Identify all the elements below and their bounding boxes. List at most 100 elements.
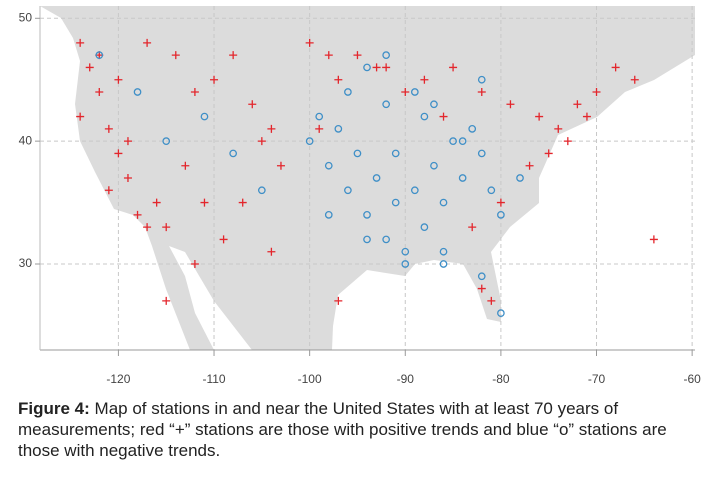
plus-station [334, 75, 343, 84]
plus-station [152, 198, 161, 207]
circle-station [200, 112, 209, 121]
x-tick-label: -120 [106, 372, 130, 386]
circle-station [458, 137, 467, 145]
circle-station [477, 75, 486, 84]
plus-station [496, 198, 505, 207]
plus-station [210, 75, 219, 84]
plus-station [544, 149, 553, 158]
circle-station [487, 186, 496, 195]
x-tick-label: -100 [298, 372, 322, 386]
circle-station [477, 149, 486, 158]
circle-station [344, 88, 352, 96]
circle-station [382, 100, 390, 109]
plus-station [123, 174, 132, 182]
plus-station [420, 75, 429, 84]
plus-station [267, 124, 276, 133]
circle-station [363, 235, 371, 244]
plus-station [468, 223, 477, 232]
plus-station [439, 112, 448, 121]
plus-station [190, 88, 199, 96]
circle-station [497, 211, 505, 219]
x-tick-label: -90 [397, 372, 415, 386]
circle-station [334, 125, 343, 133]
plus-station [190, 260, 199, 268]
caption-label: Figure 4: [18, 399, 90, 418]
caption: Figure 4: Map of stations in and near th… [18, 398, 712, 461]
y-tick-label: 50 [19, 10, 33, 24]
plus-station [611, 63, 620, 72]
plus-station [324, 51, 333, 60]
plus-station [257, 137, 266, 146]
circle-station [324, 211, 333, 219]
plus-station [535, 112, 544, 121]
circle-station [420, 223, 429, 231]
plus-station [171, 51, 180, 60]
plus-station [401, 88, 410, 96]
circle-station [458, 174, 467, 182]
plus-station [525, 161, 534, 170]
plus-station [181, 161, 190, 170]
circle-station [363, 211, 371, 219]
y-tick-label: 40 [19, 133, 33, 147]
x-tick-label: -60 [683, 372, 701, 386]
circle-station [410, 186, 419, 195]
plus-station [315, 124, 324, 133]
x-tick-label: -110 [202, 372, 225, 386]
plus-station [554, 124, 563, 133]
plus-station [649, 235, 658, 244]
plus-station [238, 198, 247, 207]
circle-station [363, 63, 371, 72]
plus-station [248, 100, 257, 109]
circle-station [439, 247, 448, 256]
plus-station [85, 63, 94, 72]
plus-station [219, 235, 228, 244]
plus-station [162, 223, 171, 232]
plus-station [200, 198, 209, 207]
caption-text: Map of stations in and near the United S… [18, 399, 667, 460]
circle-station [497, 309, 505, 317]
circle-station [133, 88, 142, 96]
circle-station [391, 198, 400, 207]
plus-station [76, 112, 85, 121]
circle-station [468, 125, 477, 133]
circle-station [516, 174, 524, 182]
circle-station [353, 149, 362, 158]
plus-station [382, 63, 391, 72]
plus-station [229, 51, 238, 60]
map-chart: -120 -110 -100 -90 -80 -70 -60 30 40 50 [19, 6, 701, 386]
plus-station [95, 88, 104, 96]
plus-station [114, 149, 123, 158]
plus-station [487, 296, 496, 305]
plus-station [276, 161, 285, 170]
circle-station [420, 112, 429, 121]
circle-station [449, 137, 457, 145]
circle-station [315, 112, 324, 121]
plus-station [477, 284, 486, 293]
circle-station [229, 149, 238, 158]
circle-station [430, 100, 438, 109]
x-tick-label: -80 [492, 372, 510, 386]
circle-station [401, 260, 410, 268]
circle-station [257, 186, 266, 195]
circle-station [324, 161, 333, 170]
circle-station [95, 51, 104, 59]
x-tick-label: -70 [588, 372, 606, 386]
plus-station [104, 124, 113, 133]
plus-station [573, 100, 582, 109]
points [76, 38, 658, 317]
circle-station [382, 235, 390, 244]
plus-station [143, 223, 152, 232]
circle-station [372, 174, 381, 182]
plus-station [592, 88, 601, 96]
plus-station [506, 100, 515, 109]
plus-station [449, 63, 458, 72]
circle-station [162, 137, 171, 145]
plus-station [123, 137, 132, 146]
circle-station [401, 247, 410, 256]
plus-station [162, 296, 171, 305]
circle-station [439, 198, 448, 207]
circle-station [477, 272, 486, 281]
grid [40, 6, 695, 350]
circle-station [344, 186, 352, 195]
